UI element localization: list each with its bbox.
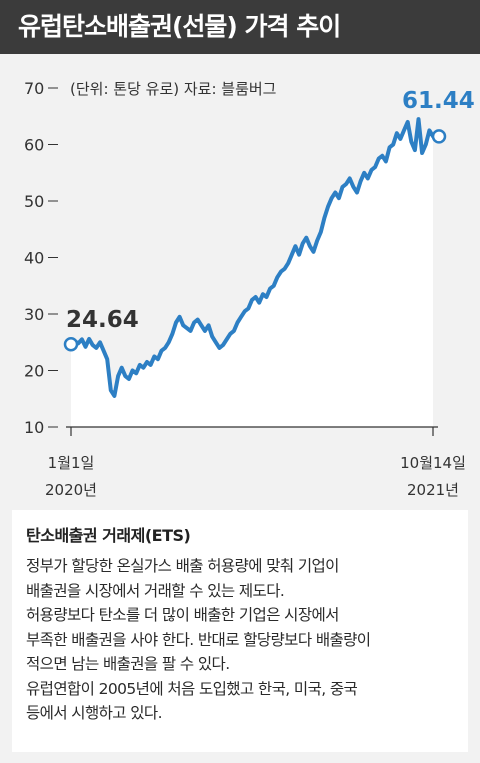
y-tick-label: 20 — [24, 362, 44, 381]
area-fill — [71, 119, 433, 427]
explanation-box: 탄소배출권 거래제(ETS) 정부가 할당한 온실가스 배출 허용량에 맞춰 기… — [12, 510, 468, 752]
y-tick-label: 40 — [24, 249, 44, 268]
end-value-label: 61.44 — [402, 88, 475, 114]
y-tick-label: 30 — [24, 305, 44, 324]
x-label-end-year: 2021년 — [407, 481, 459, 499]
price-line — [69, 117, 435, 398]
y-tick-label: 60 — [24, 136, 44, 155]
explanation-line: 부족한 배출권을 사야 한다. 반대로 할당량보다 배출량이 — [26, 630, 371, 649]
start-value-label: 24.64 — [66, 307, 139, 333]
explanation-title: 탄소배출권 거래제(ETS) — [26, 526, 191, 545]
title-bar: 유럽탄소배출권(선물) 가격 추이 — [0, 0, 480, 54]
explanation-line: 등에서 시행하고 있다. — [26, 704, 163, 722]
unit-note: (단위: 톤당 유로) 자료: 블룸버그 — [70, 80, 277, 98]
plot-area: 10 20 30 40 50 60 70 — [24, 79, 447, 437]
y-tick-label: 70 — [24, 79, 44, 98]
x-label-end-date: 10월14일 — [400, 454, 466, 472]
x-label-start-date: 1월1일 — [48, 454, 95, 472]
x-label-start-year: 2020년 — [45, 481, 97, 499]
chart-title: 유럽탄소배출권(선물) 가격 추이 — [18, 12, 341, 41]
y-tick-label: 10 — [24, 418, 44, 437]
y-tick-label: 50 — [24, 192, 44, 211]
end-point — [431, 129, 447, 144]
start-point — [63, 337, 79, 352]
explanation-line: 허용량보다 탄소를 더 많이 배출한 기업은 시장에서 — [26, 606, 339, 624]
explanation-line: 정부가 할당한 온실가스 배출 허용량에 맞춰 기업이 — [26, 557, 339, 575]
explanation-line: 유럽연합이 2005년에 처음 도입했고 한국, 미국, 중국 — [26, 679, 358, 698]
price-chart: 10 20 30 40 50 60 70 (단위: 톤당 유로) 자료: 블룸버그 24.6… — [24, 79, 475, 499]
explanation-line: 적으면 남는 배출권을 팔 수 있다. — [26, 655, 230, 673]
explanation-line: 배출권을 시장에서 거래할 수 있는 제도다. — [26, 581, 285, 600]
